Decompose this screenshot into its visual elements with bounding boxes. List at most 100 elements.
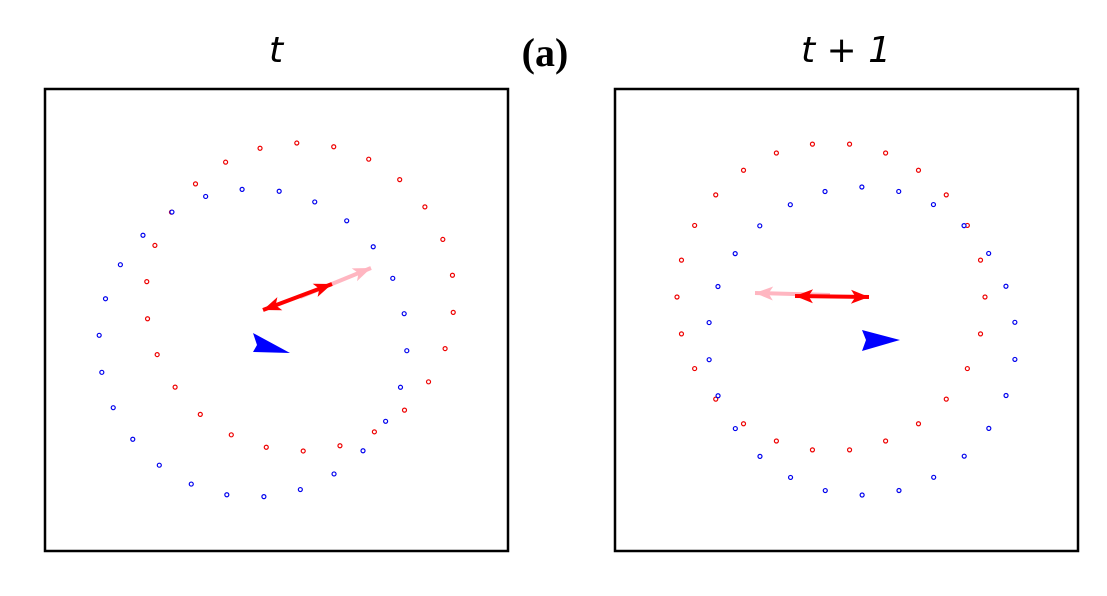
arrow-head (850, 289, 869, 304)
agent-dot (674, 294, 680, 300)
arrow-head (795, 289, 814, 304)
agent-dot (188, 481, 194, 487)
agent-dot (961, 223, 967, 229)
agent-dot (846, 447, 853, 453)
agent-dot (404, 348, 410, 354)
agent-dot (977, 331, 984, 337)
panel-title: t + 1 (801, 30, 891, 71)
agent-dot (102, 296, 109, 302)
agent-dot (144, 316, 151, 322)
agent-dot (223, 159, 229, 165)
agent-dot (883, 438, 889, 444)
agent-dot (371, 429, 377, 435)
agent-arrow (862, 330, 900, 351)
agent-dot (961, 453, 967, 459)
agent-dot (1003, 392, 1009, 399)
agent-dot (740, 421, 747, 427)
agent-dot (846, 141, 853, 147)
agent-dot (1012, 319, 1018, 325)
agent-dot (715, 393, 721, 399)
agent-dot (294, 140, 300, 146)
agent-dot (692, 365, 698, 372)
agent-dot (331, 144, 337, 150)
agent-dot (896, 188, 902, 195)
figure-label: (a) (522, 30, 569, 75)
agent-dot (197, 411, 203, 417)
agent-dot (964, 365, 970, 372)
agent-dot (401, 407, 408, 413)
agent-dot (203, 193, 209, 200)
agent-dot (397, 177, 403, 183)
agent-dot (297, 486, 303, 493)
agent-dot (224, 492, 230, 498)
arrow-head (263, 297, 283, 311)
agent-dot (915, 167, 922, 173)
agent-dot (809, 141, 816, 147)
agent-dot (263, 444, 269, 450)
agent-dot (740, 167, 747, 173)
agent-dot (859, 492, 865, 498)
agent-dot (787, 202, 793, 208)
agent-dot (915, 421, 922, 427)
agent-dot (154, 351, 160, 358)
agent-dot (390, 275, 396, 281)
agent-dot (713, 396, 719, 402)
agent-dot (144, 279, 150, 285)
agent-dot (366, 156, 372, 162)
agent-dot (859, 184, 865, 190)
agent-dot (360, 448, 366, 454)
panel-frame (613, 87, 1080, 553)
agent-dot (140, 232, 146, 238)
agent-dot (757, 223, 763, 229)
agent-dot (440, 236, 446, 243)
agent-dot (706, 319, 712, 326)
agent-dot (425, 379, 432, 385)
agent-dot (732, 251, 738, 257)
agent-dot (773, 438, 779, 444)
agent-dot (757, 453, 763, 459)
agent-dot (450, 309, 456, 315)
agent-dot (822, 188, 828, 195)
agent-dot (344, 218, 350, 224)
agent-dot (110, 405, 116, 411)
agent-dot (312, 199, 318, 205)
agent-dot (822, 487, 828, 494)
agent-dot (370, 244, 376, 250)
agent-dot (678, 257, 685, 263)
agent-dot (152, 242, 158, 249)
agent-dot (986, 250, 992, 257)
agent-dot (931, 474, 937, 480)
agent-dot (422, 204, 428, 210)
panel-frame (43, 87, 510, 553)
agent-dot (883, 150, 889, 156)
agent-dot (257, 145, 263, 151)
agent-dot (706, 357, 712, 363)
agent-dot (261, 494, 267, 500)
agent-dot (982, 294, 988, 300)
agent-dot (300, 448, 306, 454)
agent-dot (1003, 283, 1009, 289)
arrow-head (755, 286, 774, 301)
agent-dot (192, 181, 199, 187)
agent-dot (228, 432, 234, 438)
agent-dot (1012, 356, 1018, 363)
agent-dot (172, 384, 178, 390)
agent-dot (442, 345, 448, 352)
agent-dot (692, 222, 698, 229)
agent-dot (986, 425, 992, 431)
agent-dot (943, 192, 949, 198)
agent-dot (96, 332, 102, 338)
arrow-head (312, 283, 332, 297)
agent-dot (239, 186, 245, 192)
agent-dot (977, 257, 984, 263)
agent-dot (331, 471, 337, 477)
agent-dot (809, 447, 816, 453)
agent-dot (99, 369, 105, 375)
agent-dot (930, 201, 937, 208)
agent-dot (130, 436, 136, 442)
agent-dot (117, 262, 123, 268)
agent-dot (401, 311, 407, 317)
agent-dot (715, 283, 721, 290)
